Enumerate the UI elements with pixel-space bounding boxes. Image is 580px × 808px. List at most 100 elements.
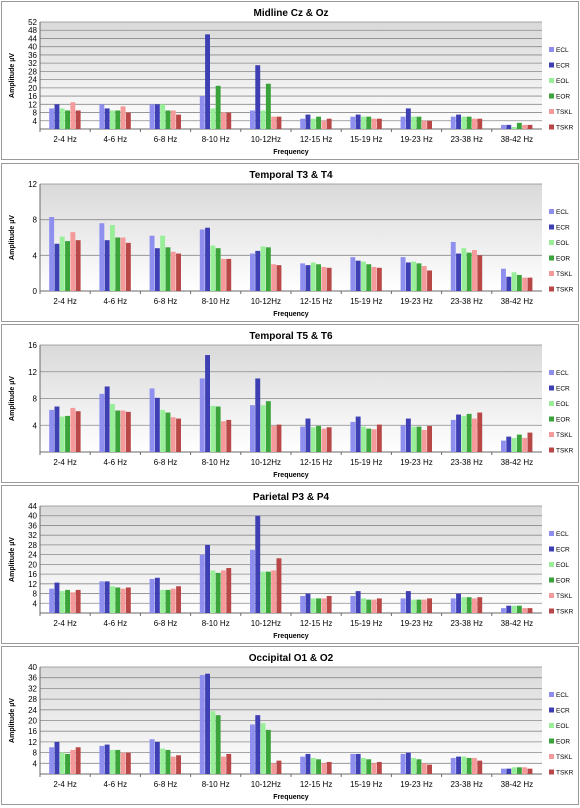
y-axis-title: Amplitude µV [9,215,16,260]
x-category-label: 15-19 Hz [350,135,382,144]
bar-eol [511,767,517,774]
bar-eor [115,410,121,452]
bar-eol [210,108,216,129]
bar-ecl [300,118,306,129]
bar-tskr [226,753,232,774]
bar-ecr [255,250,261,291]
x-category-label: 4-6 Hz [104,135,128,144]
y-tick-label: 12 [28,738,37,747]
bar-eol [260,405,266,452]
chart-title: Midline Cz & Oz [254,8,329,19]
x-category-label: 38-42 Hz [501,458,533,467]
bar-ecl [250,549,255,613]
y-tick-label: 8 [33,749,38,758]
bar-ecl [300,756,306,774]
bar-eor [466,597,472,613]
bar-eor [65,753,70,774]
bar-ecl [501,608,506,613]
y-tick-label: 32 [28,531,37,540]
bar-ecl [49,108,55,129]
bar-ecr [205,355,210,452]
legend-swatch [549,385,554,391]
bar-tskr [75,240,81,291]
bar-eol [110,586,115,613]
bar-eor [416,263,422,291]
bar-eor [516,274,522,291]
bar-ecl [149,104,155,129]
x-category-label: 12-15 Hz [300,135,332,144]
bar-ecl [501,768,506,774]
bar-eol [411,261,417,291]
bar-eol [511,126,517,129]
bar-tskr [276,760,282,774]
bar-tskl [271,570,277,613]
x-category-label: 6-8 Hz [154,780,178,789]
bar-ecr [355,591,361,613]
bar-eol [310,427,316,452]
y-tick-label: 4 [33,251,38,260]
bar-ecr [456,253,461,291]
y-tick-label: 12 [28,100,37,109]
bar-ecl [199,229,205,291]
bar-ecr [104,744,110,774]
bar-ecr [255,515,261,613]
y-tick-label: 36 [28,51,37,60]
bar-eol [411,426,417,452]
bar-tskl [170,588,176,613]
bar-ecl [49,747,55,774]
bar-eol [110,110,115,129]
bar-tskr [125,112,131,129]
x-category-label: 19-23 Hz [400,458,432,467]
bar-tskr [176,418,181,452]
bar-tskr [276,116,282,129]
bar-tskl [321,266,327,291]
y-tick-label: 8 [33,216,38,225]
bar-ecr [205,673,210,774]
bar-ecl [199,378,205,452]
legend-swatch [549,401,554,406]
bar-tskr [176,253,181,291]
chart-panel: 4 8 12 16 2-4 Hz 4-6 Hz 6-8 Hz 8-10 Hz 10-12Hz 12… [1,324,579,483]
x-category-label: 10-12Hz [251,619,281,628]
bar-tskr [477,118,483,129]
y-axis-title: Amplitude µV [9,698,16,743]
y-axis-title: Amplitude µV [9,53,16,98]
bar-tskr [376,267,382,291]
y-tick-label: 20 [28,84,37,93]
legend-swatch [549,240,554,245]
bar-tskl [321,763,327,774]
legend-swatch [549,209,554,214]
bar-ecl [149,235,155,291]
bar-tskr [226,112,232,129]
x-category-label: 19-23 Hz [400,297,432,306]
bar-tskr [226,568,232,613]
bar-eol [160,409,166,452]
legend-swatch [549,286,554,292]
y-tick-label: 52 [28,18,37,27]
bar-ecr [154,397,160,452]
bar-tskl [70,749,76,774]
bar-ecr [154,248,160,291]
bar-tskl [472,118,477,129]
y-tick-label: 16 [28,92,37,101]
bar-eol [411,757,417,774]
bar-ecr [405,752,411,774]
bar-eor [265,247,271,291]
x-category-label: 8-10 Hz [202,297,230,306]
bar-eol [160,104,166,129]
y-tick-label: 48 [28,26,37,35]
legend-label: ECL [556,370,569,377]
bar-tskl [371,118,377,129]
bar-eor [516,122,522,129]
x-category-label: 2-4 Hz [53,619,77,628]
bar-eor [316,759,321,774]
legend-label: TSKR [556,448,574,455]
bar-tskl [522,767,528,774]
bar-tskl [70,232,76,291]
legend-label: TSKR [556,770,574,777]
legend-label: ECL [556,209,569,216]
y-tick-label: 4 [33,421,38,430]
y-tick-label: 40 [28,43,37,52]
bar-ecl [450,116,456,129]
bar-eol [361,598,366,613]
